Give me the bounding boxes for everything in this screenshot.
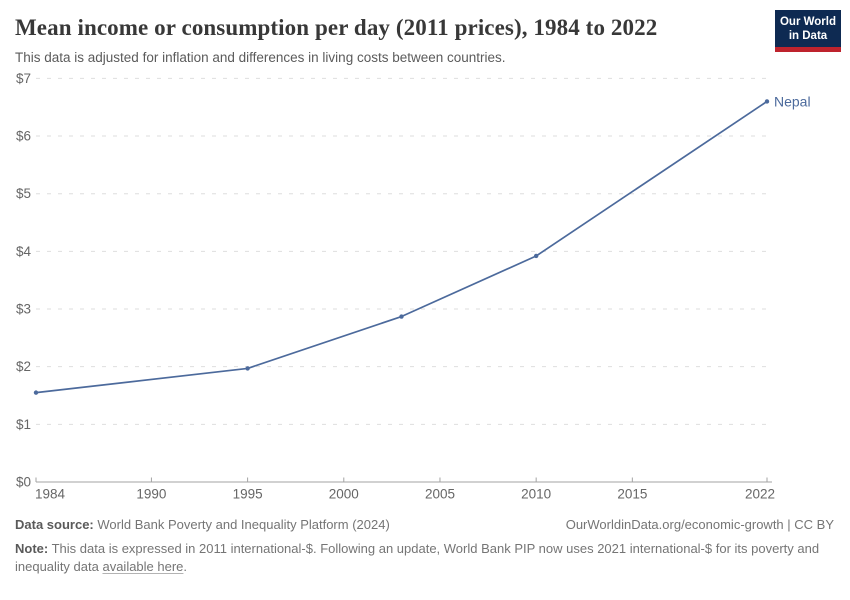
y-tick-label: $3	[16, 302, 31, 317]
x-tick-label: 2015	[617, 487, 647, 502]
chart-header: Mean income or consumption per day (2011…	[0, 0, 850, 66]
x-tick-label: 2022	[745, 487, 775, 502]
data-source-value: World Bank Poverty and Inequality Platfo…	[97, 517, 390, 533]
chart-footer: Data source: World Bank Poverty and Ineq…	[0, 506, 850, 576]
x-tick-label: 1984	[35, 487, 66, 502]
x-tick-label: 2000	[329, 487, 359, 502]
y-tick-label: $0	[16, 475, 31, 490]
note-text: This data is expressed in 2011 internati…	[15, 540, 820, 575]
page-title: Mean income or consumption per day (2011…	[15, 15, 658, 40]
owid-logo-line2: in Data	[788, 30, 828, 43]
x-tick-label: 1990	[136, 487, 166, 502]
data-source-label: Data source:	[15, 517, 94, 533]
chart-note: Note: This data is expressed in 2011 int…	[15, 540, 834, 577]
chart-subtitle: This data is adjusted for inflation and …	[15, 49, 506, 65]
note-suffix: .	[183, 559, 188, 575]
data-point[interactable]	[33, 390, 39, 395]
attribution: OurWorldinData.org/economic-growth | CC …	[565, 517, 834, 533]
y-tick-label: $2	[16, 359, 31, 374]
data-source: Data source: World Bank Poverty and Ineq…	[15, 516, 390, 534]
data-point[interactable]	[245, 366, 250, 371]
available-here-link[interactable]: available here	[102, 559, 184, 575]
series-line-nepal[interactable]	[35, 100, 768, 394]
y-tick-label: $7	[16, 71, 31, 86]
data-point[interactable]	[533, 253, 539, 259]
x-tick-label: 2010	[521, 487, 551, 502]
data-point[interactable]	[399, 314, 404, 319]
owid-logo: Our World in Data	[775, 10, 841, 53]
x-tick-label: 2005	[425, 487, 455, 502]
y-tick-label: $4	[16, 244, 32, 259]
data-point[interactable]	[764, 99, 770, 104]
x-tick-label: 1995	[233, 487, 263, 502]
owid-logo-line1: Our World	[779, 16, 836, 28]
y-tick-label: $6	[16, 129, 31, 144]
line-chart[interactable]: $0 $1 $2 $3 $4 $5 $6 $7 1984 1990 1995 2000 2005 2010…	[0, 66, 850, 506]
note-label: Note:	[15, 540, 49, 556]
series-label[interactable]: Nepal	[774, 94, 811, 110]
y-tick-label: $1	[16, 417, 31, 432]
y-tick-label: $5	[16, 186, 31, 201]
